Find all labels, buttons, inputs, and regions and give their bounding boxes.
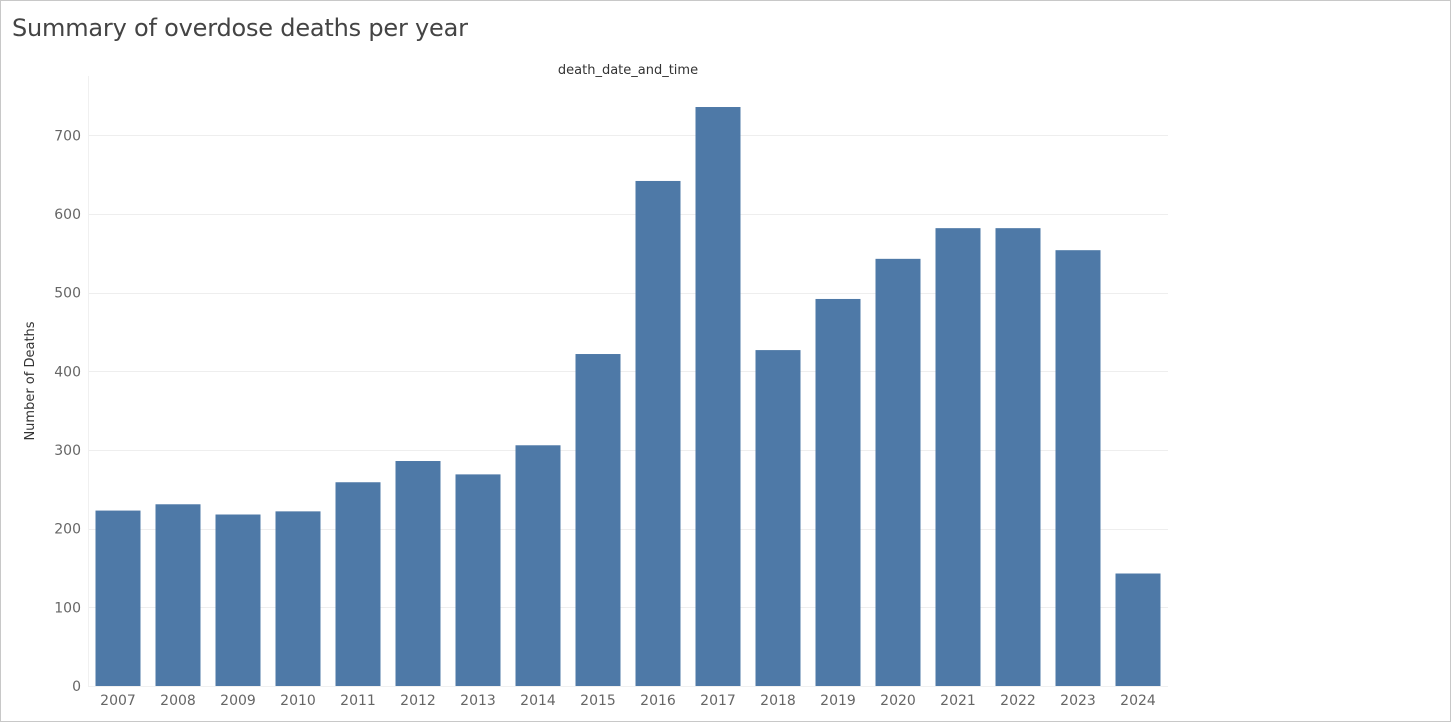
x-tick-label: 2007 [100, 693, 136, 709]
bar-2017[interactable] [695, 107, 741, 687]
gridlines [88, 135, 1168, 608]
bar-2021[interactable] [935, 228, 981, 686]
x-tick-label: 2011 [340, 693, 376, 709]
bar-2008[interactable] [155, 504, 201, 686]
bars [95, 107, 1161, 687]
y-axis-title: Number of Deaths [23, 321, 38, 440]
x-tick-label: 2021 [940, 693, 976, 709]
y-tick-label: 300 [54, 443, 81, 459]
bar-2014[interactable] [515, 445, 561, 686]
x-tick-label: 2012 [400, 693, 436, 709]
x-tick-label: 2013 [460, 693, 496, 709]
x-tick-label: 2016 [640, 693, 676, 709]
y-tick-label: 0 [72, 679, 81, 695]
x-tick-label: 2009 [220, 693, 256, 709]
x-axis-title: death_date_and_time [558, 63, 698, 78]
y-tick-label: 600 [54, 207, 81, 223]
x-tick-label: 2020 [880, 693, 916, 709]
x-tick-label: 2023 [1060, 693, 1096, 709]
x-tick-label: 2019 [820, 693, 856, 709]
bar-2019[interactable] [815, 298, 861, 686]
bar-2013[interactable] [455, 474, 501, 686]
x-tick-label: 2008 [160, 693, 196, 709]
x-tick-label: 2022 [1000, 693, 1036, 709]
y-tick-label: 200 [54, 522, 81, 538]
axes [88, 76, 1168, 687]
y-tick-label: 100 [54, 600, 81, 616]
x-tick-label: 2010 [280, 693, 316, 709]
x-axis-ticks: 2007 2008 2009 2010 2011 2012 2013 2014 2015 2016… [100, 693, 1156, 709]
bar-2010[interactable] [275, 511, 321, 686]
bar-2012[interactable] [395, 461, 441, 686]
bar-2015[interactable] [575, 354, 621, 686]
y-tick-label: 700 [54, 128, 81, 144]
y-tick-label: 400 [54, 364, 81, 380]
bar-2024[interactable] [1115, 573, 1161, 686]
bar-2009[interactable] [215, 514, 261, 686]
bar-2018[interactable] [755, 350, 801, 686]
bar-2011[interactable] [335, 482, 381, 686]
bar-2022[interactable] [995, 228, 1041, 686]
bar-2023[interactable] [1055, 250, 1101, 686]
y-tick-label: 500 [54, 286, 81, 302]
x-tick-label: 2024 [1120, 693, 1156, 709]
x-tick-label: 2014 [520, 693, 556, 709]
x-tick-label: 2015 [580, 693, 616, 709]
bar-2016[interactable] [635, 180, 681, 686]
page-title: Summary of overdose deaths per year [12, 14, 468, 42]
x-tick-label: 2018 [760, 693, 796, 709]
bar-2007[interactable] [95, 510, 141, 686]
y-axis-ticks: 0 100 200 300 400 500 600 700 [54, 128, 81, 695]
x-tick-label: 2017 [700, 693, 736, 709]
bar-2020[interactable] [875, 258, 921, 686]
